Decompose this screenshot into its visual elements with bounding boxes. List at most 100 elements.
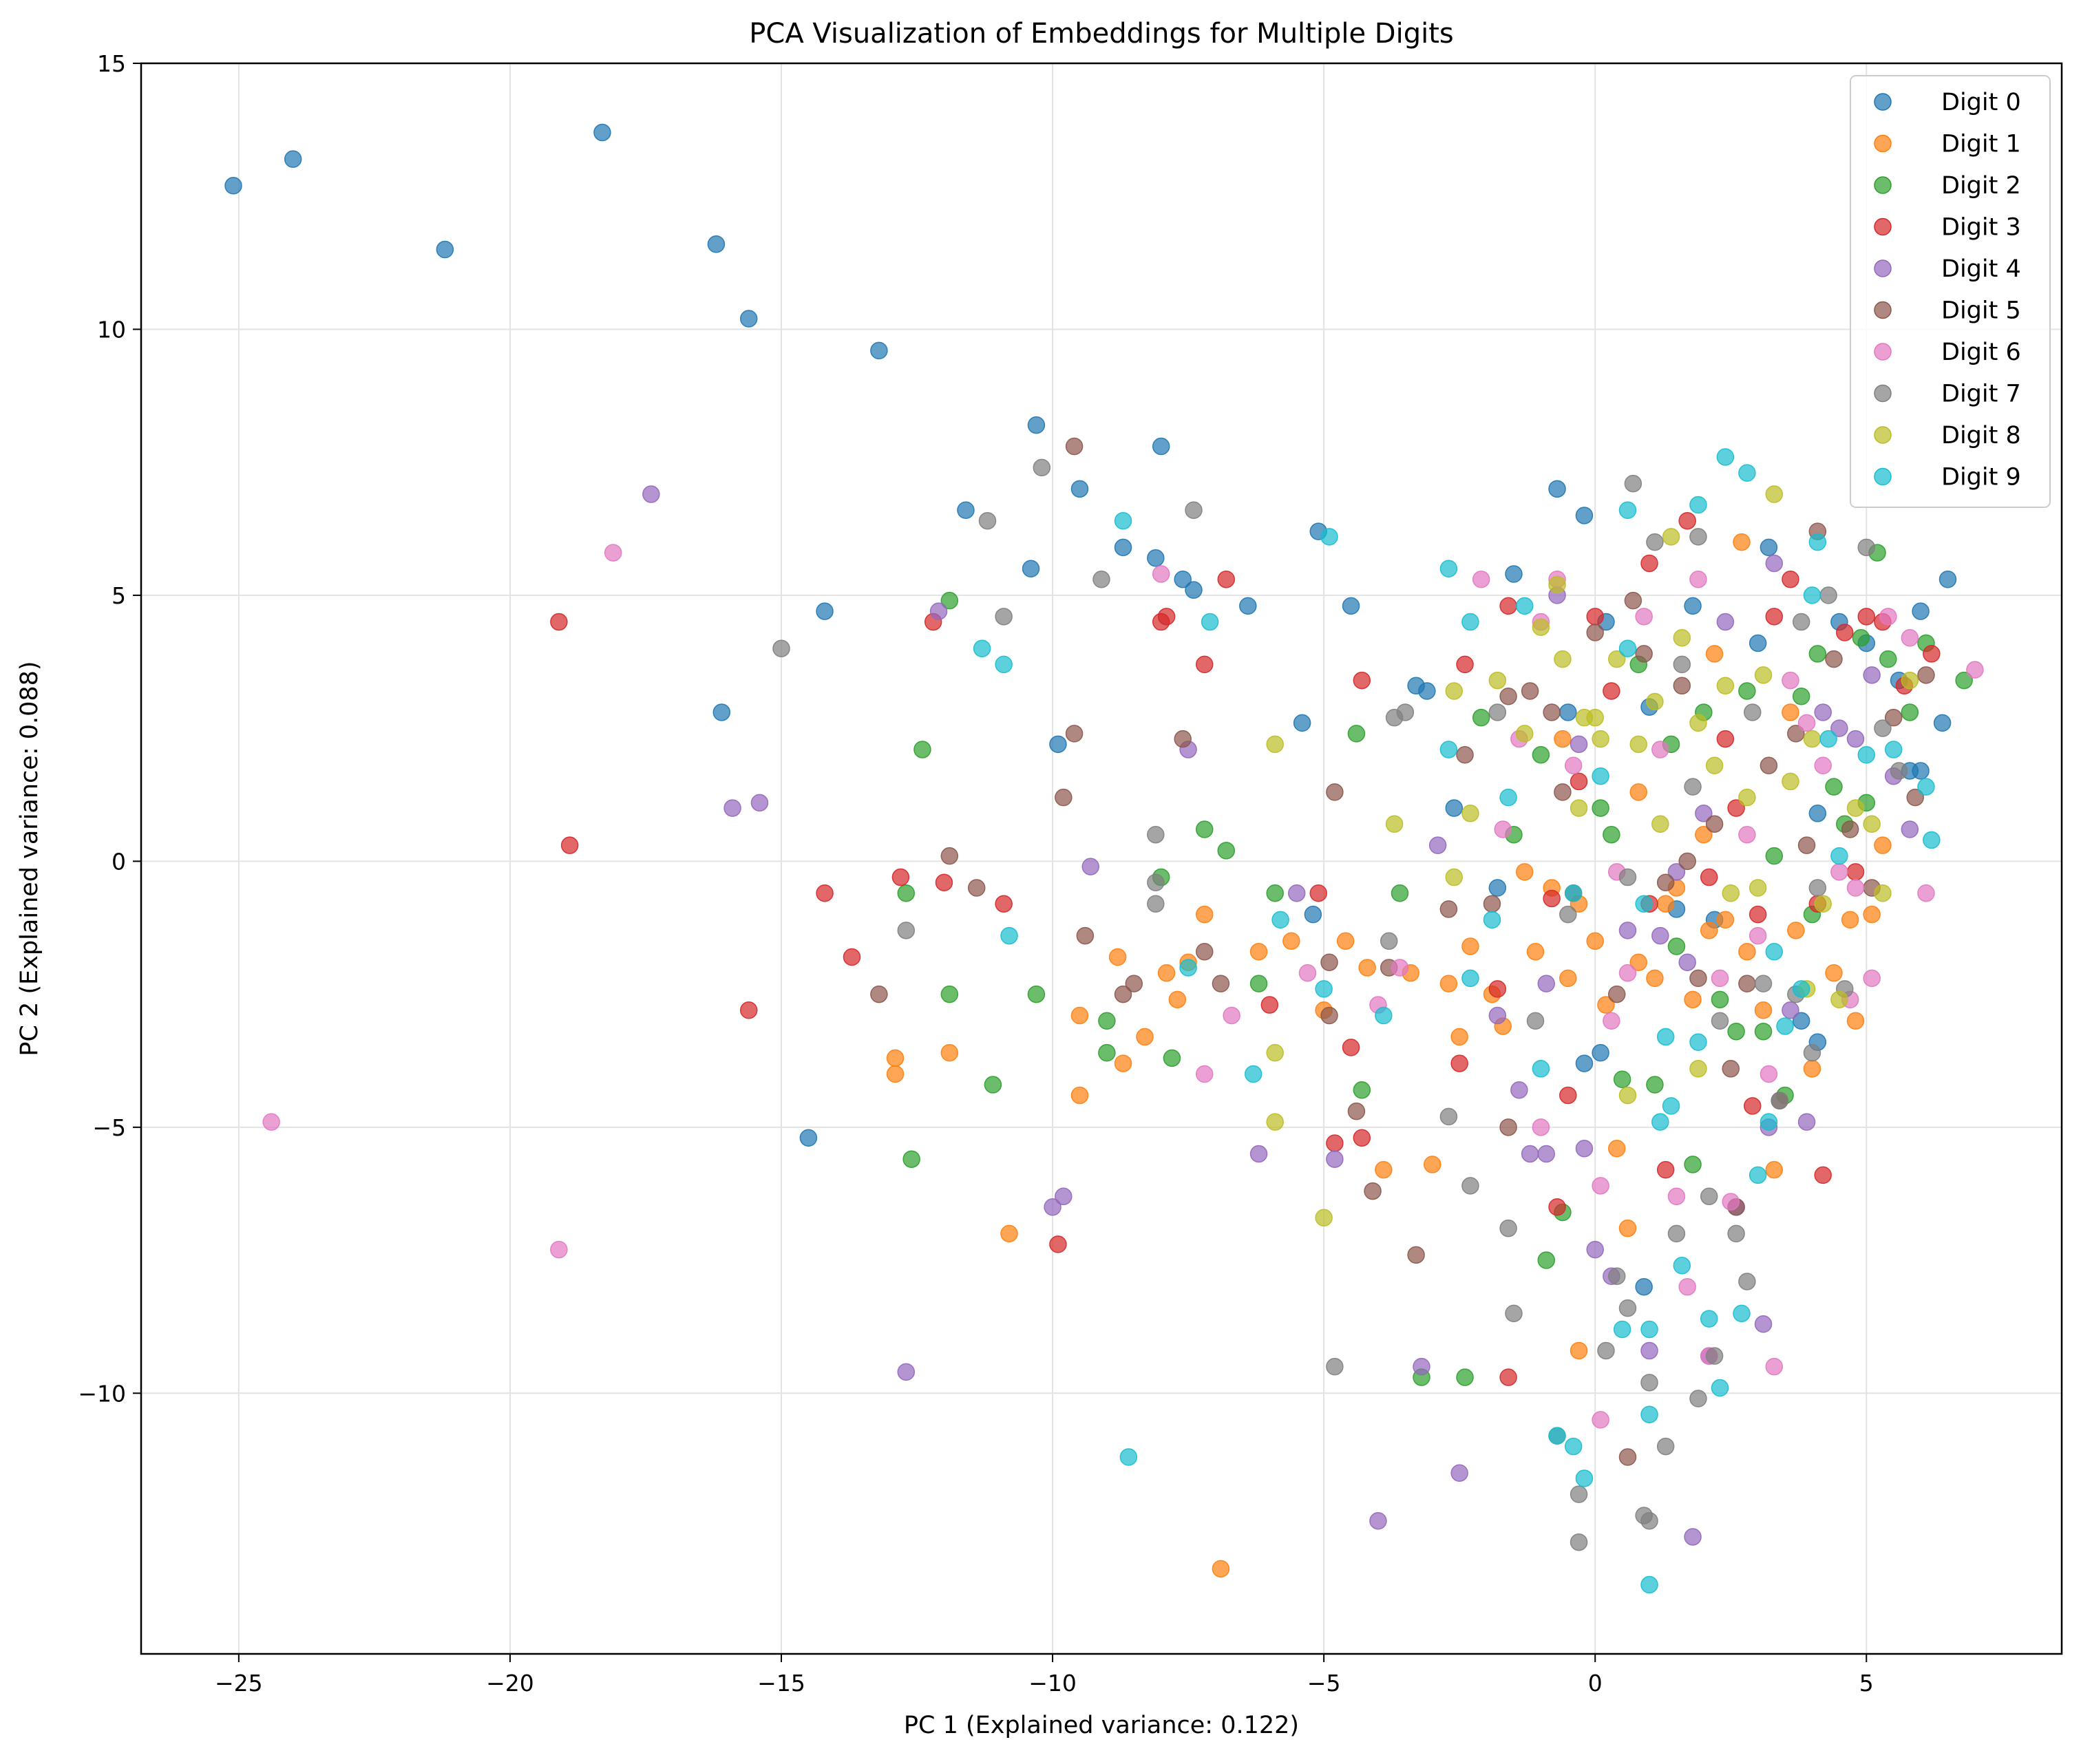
data-point xyxy=(1808,805,1827,822)
data-point xyxy=(1439,975,1458,992)
data-point xyxy=(1548,480,1566,498)
data-point xyxy=(1640,554,1658,573)
data-point xyxy=(1147,873,1165,892)
data-point xyxy=(897,884,916,902)
data-point xyxy=(1782,671,1799,690)
data-point xyxy=(1532,618,1550,637)
data-point xyxy=(1846,730,1865,748)
data-point xyxy=(1304,905,1322,924)
data-point xyxy=(1488,703,1507,721)
data-point xyxy=(1065,437,1084,456)
data-point xyxy=(1646,533,1664,551)
data-point xyxy=(1369,1512,1387,1530)
data-point xyxy=(1651,926,1669,945)
data-point xyxy=(1537,1145,1556,1163)
data-point xyxy=(1424,1156,1441,1173)
plot-area-frame xyxy=(140,62,2063,1655)
data-point xyxy=(1760,1065,1778,1083)
data-point xyxy=(1656,1028,1675,1046)
data-point xyxy=(1966,661,1984,679)
data-point xyxy=(1901,671,1919,690)
data-point xyxy=(1179,959,1197,977)
data-point xyxy=(1787,725,1805,743)
data-point xyxy=(1684,597,1702,615)
legend-label: Digit 9 xyxy=(1941,464,2021,491)
x-tick-label: −25 xyxy=(215,1670,263,1697)
data-point xyxy=(940,1043,959,1062)
data-point xyxy=(1744,703,1762,721)
data-point xyxy=(1353,1129,1371,1147)
legend-marker xyxy=(1874,301,1892,319)
data-point xyxy=(1667,1187,1686,1206)
data-point xyxy=(1147,825,1165,844)
data-point xyxy=(1640,1341,1658,1360)
data-point xyxy=(1461,937,1479,955)
data-point xyxy=(1792,688,1810,705)
data-point xyxy=(870,341,888,360)
data-point xyxy=(1618,922,1637,939)
data-point xyxy=(1532,1060,1550,1078)
data-point xyxy=(913,741,931,758)
data-point xyxy=(1917,666,1935,684)
data-point xyxy=(1114,538,1132,557)
data-point xyxy=(1689,1060,1707,1078)
data-point xyxy=(1326,1150,1344,1168)
data-point xyxy=(1771,1092,1788,1109)
data-point xyxy=(1607,985,1626,1003)
data-point xyxy=(1548,1198,1566,1216)
data-point xyxy=(1792,1012,1810,1030)
data-point xyxy=(1792,613,1810,631)
data-point xyxy=(1754,975,1773,992)
data-point xyxy=(1749,926,1767,945)
data-point xyxy=(1765,608,1784,626)
data-point xyxy=(1835,624,1854,641)
data-point xyxy=(1852,628,1870,647)
data-point xyxy=(1315,980,1333,998)
data-point xyxy=(1320,528,1338,546)
data-point xyxy=(1575,1469,1594,1487)
data-points xyxy=(224,123,1984,1594)
y-tick-label: 0 xyxy=(112,848,126,875)
data-point xyxy=(1353,671,1371,690)
data-point xyxy=(1125,975,1143,992)
data-point xyxy=(1797,1113,1816,1131)
data-point xyxy=(1380,932,1398,950)
data-point xyxy=(1185,581,1203,599)
data-point xyxy=(1651,1113,1669,1131)
data-point xyxy=(1760,1113,1778,1131)
data-point xyxy=(593,123,611,142)
data-point xyxy=(1722,1193,1740,1211)
data-point xyxy=(1592,1043,1609,1062)
data-point xyxy=(1543,889,1561,908)
data-point xyxy=(1217,570,1236,588)
data-point xyxy=(1939,570,1957,588)
data-point xyxy=(1396,703,1415,721)
legend-label: Digit 4 xyxy=(1941,255,2021,283)
data-point xyxy=(1765,1357,1784,1376)
data-point xyxy=(1564,1437,1583,1456)
axis-ticks: −25 −20 −15 −10 −5 0 5 −10 −5 0 5 10 15 xyxy=(78,50,1873,1697)
series-7 xyxy=(772,458,1908,1551)
data-point xyxy=(1564,756,1583,774)
data-point xyxy=(1635,645,1653,663)
data-point xyxy=(1716,911,1735,929)
data-point xyxy=(1618,501,1637,519)
data-point xyxy=(1391,959,1409,977)
data-point xyxy=(1689,969,1707,988)
data-point xyxy=(1586,1240,1604,1259)
data-point xyxy=(1933,714,1952,732)
series-8 xyxy=(1266,485,1919,1226)
data-point xyxy=(1678,852,1696,871)
data-point xyxy=(1901,703,1919,721)
data-point xyxy=(978,511,997,530)
data-point xyxy=(1157,964,1176,982)
data-point xyxy=(929,602,948,620)
data-point xyxy=(1000,1224,1018,1243)
data-point xyxy=(1108,948,1127,966)
data-point xyxy=(1819,730,1837,748)
data-point xyxy=(1456,746,1474,764)
data-point xyxy=(1656,1160,1675,1179)
data-point xyxy=(1570,772,1588,791)
data-point xyxy=(1846,863,1865,881)
